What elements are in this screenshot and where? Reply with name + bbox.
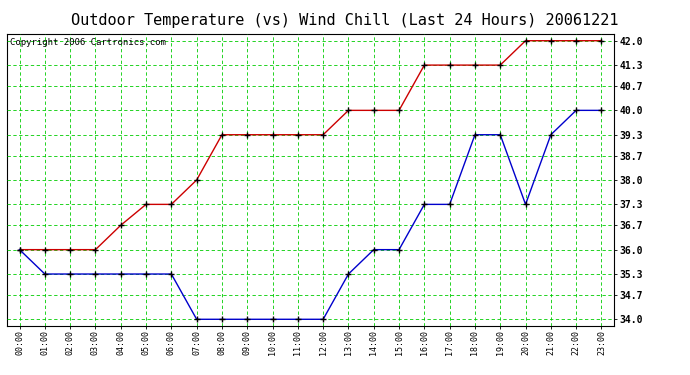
Text: Outdoor Temperature (vs) Wind Chill (Last 24 Hours) 20061221: Outdoor Temperature (vs) Wind Chill (Las… — [71, 13, 619, 28]
Text: Copyright 2006 Cartronics.com: Copyright 2006 Cartronics.com — [10, 38, 166, 47]
